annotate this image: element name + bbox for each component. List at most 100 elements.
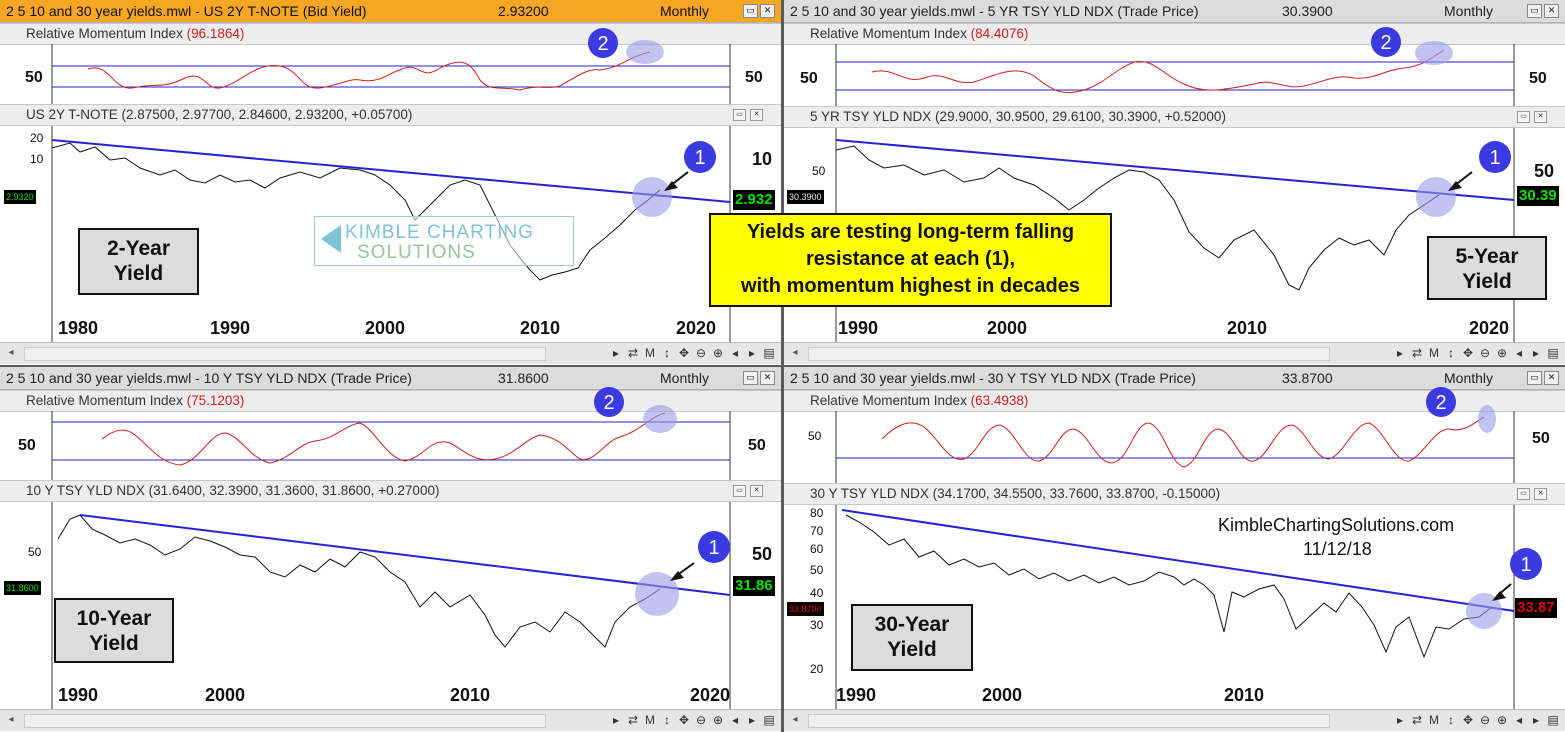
close-button[interactable]: ✕	[760, 4, 775, 18]
price-highlight	[1416, 177, 1456, 217]
momentum-line	[101, 412, 666, 466]
scroll-left-icon[interactable]: ◂	[1515, 713, 1523, 727]
chart-svg-10y: 50 50 2 50 50 1 1990 2000 2010 2020	[18, 387, 772, 709]
move-icon[interactable]: ✥	[1462, 713, 1474, 727]
momentum-axis-left: 50	[808, 429, 822, 443]
minimize-button[interactable]: ▭	[743, 4, 758, 18]
zoom-out-icon[interactable]: ⊖	[695, 346, 707, 360]
pane-period: Monthly	[660, 3, 710, 19]
scroll-right-icon[interactable]: ▸	[1532, 713, 1540, 727]
vertical-resize-icon[interactable]: ↕	[664, 346, 670, 360]
scroll-right-icon[interactable]: ▸	[748, 346, 756, 360]
list-icon[interactable]: ▤	[763, 713, 775, 727]
list-icon[interactable]: ▤	[1547, 713, 1559, 727]
scroll-right-icon[interactable]: ▸	[1396, 713, 1404, 727]
price-axis-tick: 60	[810, 542, 824, 556]
pane-title-bar[interactable]: 2 5 10 and 30 year yields.mwl - 10 Y TSY…	[0, 367, 781, 390]
close-button[interactable]: ✕	[760, 371, 775, 385]
close-button[interactable]: ✕	[1534, 488, 1547, 500]
restore-button[interactable]: ▭	[733, 109, 746, 121]
arrow-head	[670, 571, 684, 581]
momentum-line	[871, 49, 1445, 94]
zoom-out-icon[interactable]: ⊖	[695, 713, 707, 727]
mode-button[interactable]: M	[1429, 346, 1439, 360]
price-axis-tick: 50	[28, 545, 42, 559]
price-highlight	[632, 177, 672, 217]
year-label: 1990	[58, 685, 98, 705]
scroll-right-icon[interactable]: ▸	[612, 713, 620, 727]
cycle-icon[interactable]: ⇄	[627, 713, 639, 727]
list-icon[interactable]: ▤	[1547, 346, 1559, 360]
price-axis-tick: 20	[810, 662, 824, 676]
window-buttons: ▭ ✕	[1527, 371, 1559, 385]
pane-title-bar[interactable]: 2 5 10 and 30 year yields.mwl - 5 YR TSY…	[784, 0, 1565, 23]
scroll-right-icon[interactable]: ▸	[1396, 346, 1404, 360]
move-icon[interactable]: ✥	[678, 713, 690, 727]
mode-button[interactable]: M	[645, 346, 655, 360]
momentum-line	[87, 51, 651, 91]
minimize-button[interactable]: ▭	[743, 371, 758, 385]
pane-title-bar[interactable]: 2 5 10 and 30 year yields.mwl - US 2Y T-…	[0, 0, 781, 23]
mode-button[interactable]: M	[645, 713, 655, 727]
zoom-in-icon[interactable]: ⊕	[1496, 713, 1508, 727]
scroll-track[interactable]	[808, 714, 1330, 728]
restore-button[interactable]: ▭	[1517, 488, 1530, 500]
list-icon[interactable]: ▤	[763, 346, 775, 360]
price-header: 30 Y TSY YLD NDX (34.1700, 34.5500, 33.7…	[784, 483, 1565, 505]
cycle-icon[interactable]: ⇄	[627, 346, 639, 360]
cycle-icon[interactable]: ⇄	[1411, 713, 1423, 727]
yield-label-line2: Yield	[887, 638, 937, 661]
zoom-in-icon[interactable]: ⊕	[712, 346, 724, 360]
momentum-highlight	[626, 40, 664, 64]
price-label: 5 YR TSY YLD NDX (29.9000, 30.9500, 29.6…	[810, 109, 1226, 124]
scroll-track[interactable]	[24, 714, 546, 728]
move-icon[interactable]: ✥	[1462, 346, 1474, 360]
annotation-line: Yields are testing long-term falling	[746, 221, 1075, 243]
pane-toolbar: ◂ ▸ ⇄ M ↕ ✥ ⊖ ⊕ ◂ ▸ ▤	[0, 342, 781, 364]
scroll-track[interactable]	[24, 347, 546, 361]
zoom-in-icon[interactable]: ⊕	[1496, 346, 1508, 360]
scroll-left-icon[interactable]: ◂	[731, 346, 739, 360]
close-button[interactable]: ✕	[750, 485, 763, 497]
price-axis-tick: 80	[810, 506, 824, 520]
zoom-in-icon[interactable]: ⊕	[712, 713, 724, 727]
vertical-resize-icon[interactable]: ↕	[1448, 713, 1454, 727]
momentum-label: Relative Momentum Index	[810, 393, 967, 408]
minimize-button[interactable]: ▭	[1527, 4, 1542, 18]
scroll-left-icon[interactable]: ◂	[731, 713, 739, 727]
restore-button[interactable]: ▭	[1517, 111, 1530, 123]
restore-button[interactable]: ▭	[733, 485, 746, 497]
chart-pane-2y[interactable]: 2 5 10 and 30 year yields.mwl - US 2Y T-…	[0, 0, 781, 365]
zoom-out-icon[interactable]: ⊖	[1479, 713, 1491, 727]
zoom-out-icon[interactable]: ⊖	[1479, 346, 1491, 360]
chart-pane-30y[interactable]: 2 5 10 and 30 year yields.mwl - 30 Y TSY…	[784, 367, 1565, 732]
move-icon[interactable]: ✥	[678, 346, 690, 360]
minimize-button[interactable]: ▭	[1527, 371, 1542, 385]
close-button[interactable]: ✕	[1534, 111, 1547, 123]
close-button[interactable]: ✕	[1544, 371, 1559, 385]
vertical-resize-icon[interactable]: ↕	[1448, 346, 1454, 360]
chart-pane-10y[interactable]: 2 5 10 and 30 year yields.mwl - 10 Y TSY…	[0, 367, 781, 732]
arrow-head	[664, 181, 678, 191]
scroll-right-icon[interactable]: ▸	[1532, 346, 1540, 360]
scroll-left-icon[interactable]: ◂	[792, 347, 798, 358]
scroll-left-icon[interactable]: ◂	[792, 714, 798, 725]
momentum-header: Relative Momentum Index (84.4076)	[784, 23, 1565, 45]
scroll-left-icon[interactable]: ◂	[1515, 346, 1523, 360]
close-button[interactable]: ✕	[750, 109, 763, 121]
close-button[interactable]: ✕	[1544, 4, 1559, 18]
scroll-track[interactable]	[808, 347, 1330, 361]
pane-period: Monthly	[1444, 370, 1494, 386]
mode-button[interactable]: M	[1429, 713, 1439, 727]
year-label: 1980	[58, 318, 98, 338]
scroll-left-icon[interactable]: ◂	[8, 714, 14, 725]
pane-title-bar[interactable]: 2 5 10 and 30 year yields.mwl - 30 Y TSY…	[784, 367, 1565, 390]
cycle-icon[interactable]: ⇄	[1411, 346, 1423, 360]
chart-pane-5y[interactable]: 2 5 10 and 30 year yields.mwl - 5 YR TSY…	[784, 0, 1565, 365]
scroll-right-icon[interactable]: ▸	[612, 346, 620, 360]
vertical-resize-icon[interactable]: ↕	[664, 713, 670, 727]
price-label: 10 Y TSY YLD NDX (31.6400, 32.3900, 31.3…	[26, 483, 440, 498]
scroll-left-icon[interactable]: ◂	[8, 347, 14, 358]
marker-1-label: 1	[1520, 554, 1531, 576]
scroll-right-icon[interactable]: ▸	[748, 713, 756, 727]
